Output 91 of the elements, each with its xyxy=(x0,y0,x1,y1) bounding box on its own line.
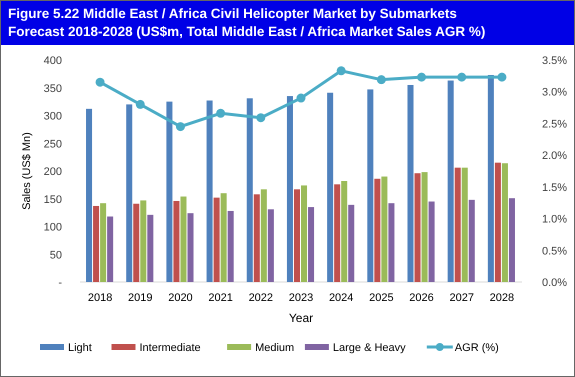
point xyxy=(96,78,105,87)
y-tick-label: 400 xyxy=(44,55,62,67)
bar xyxy=(494,162,501,282)
point xyxy=(296,94,306,103)
legend-label: Light xyxy=(68,342,92,354)
bar xyxy=(308,207,314,282)
y2-tick-label: 3.5% xyxy=(542,55,568,67)
x-tick-label: 2028 xyxy=(490,292,514,304)
y2-tick-label: 1.5% xyxy=(542,182,568,194)
bar xyxy=(462,168,468,282)
chart-title: Figure 5.22 Middle East / Africa Civil Helicopter Market by Submarkets Forecast 2018-2028 (US$m, Total Middle East / Africa Market Sales AGR %) xyxy=(8,6,486,39)
y2-tick-label: 0.0% xyxy=(542,277,568,289)
bar xyxy=(147,214,154,282)
bar xyxy=(374,178,380,282)
x-tick-label: 2023 xyxy=(288,292,314,304)
bar xyxy=(173,200,180,282)
bar xyxy=(254,194,260,282)
bar xyxy=(454,168,461,282)
x-tick-label: 2018 xyxy=(88,292,112,304)
y2-tick-label: 0.5% xyxy=(542,245,568,258)
bar xyxy=(140,200,146,282)
y-tick-label: 300 xyxy=(44,110,62,122)
x-tick-label: 2022 xyxy=(248,292,274,304)
legend-label: Intermediate xyxy=(140,342,201,354)
point xyxy=(136,100,145,109)
bar xyxy=(367,89,374,282)
bar xyxy=(488,74,494,282)
point xyxy=(336,66,346,76)
bar xyxy=(508,198,515,282)
bar xyxy=(388,203,394,282)
bar xyxy=(428,202,435,282)
bar xyxy=(286,96,293,282)
bar xyxy=(93,206,100,282)
y2-tick-label: 2.5% xyxy=(542,118,568,130)
legend-label: Large & Heavy xyxy=(332,342,406,354)
bar xyxy=(100,203,106,282)
point xyxy=(457,72,466,82)
bar xyxy=(327,92,334,282)
bar xyxy=(348,204,354,282)
point xyxy=(417,72,426,82)
bar xyxy=(422,172,428,282)
point xyxy=(216,108,226,118)
x-tick-label: 2025 xyxy=(369,292,394,304)
y-tick-label: - xyxy=(58,277,62,289)
bar xyxy=(206,100,213,282)
point xyxy=(176,122,185,132)
x-tick-label: 2020 xyxy=(168,292,193,304)
y-tick-label: 150 xyxy=(44,194,62,206)
bar xyxy=(502,163,508,282)
x-tick-label: 2027 xyxy=(449,292,474,304)
bar xyxy=(334,184,340,282)
bar xyxy=(166,102,172,282)
bar xyxy=(246,98,253,282)
y-tick-label: 50 xyxy=(50,249,62,262)
bar xyxy=(260,189,267,282)
y2-tick-label: 1.0% xyxy=(542,214,568,226)
bar xyxy=(341,180,348,282)
x-tick-label: 2021 xyxy=(208,292,233,304)
y-tick-label: 350 xyxy=(44,82,62,95)
y-tick-label: 250 xyxy=(44,138,62,150)
y2-tick-label: 2.0% xyxy=(542,150,568,162)
bar xyxy=(301,185,308,282)
bar xyxy=(468,200,475,282)
legend-label: AGR (%) xyxy=(454,342,499,354)
bar xyxy=(133,204,140,282)
bar xyxy=(180,196,186,282)
bar xyxy=(86,108,92,282)
bar xyxy=(107,216,114,282)
bar xyxy=(407,84,414,282)
y-tick-label: 200 xyxy=(44,166,62,178)
x-axis-title: Year xyxy=(288,311,314,325)
x-tick-label: 2024 xyxy=(328,292,354,304)
y-axis-title: Sales (US$ Mn) xyxy=(21,132,33,210)
legend-label: Medium xyxy=(255,342,294,354)
x-tick-label: 2026 xyxy=(409,292,434,304)
bar xyxy=(228,210,234,282)
y2-tick-label: 3.0% xyxy=(542,86,568,99)
bar xyxy=(381,176,388,282)
x-tick-label: 2019 xyxy=(128,292,153,304)
bar xyxy=(214,198,220,282)
point xyxy=(256,113,266,122)
point xyxy=(376,75,386,84)
bar xyxy=(220,193,227,282)
bar xyxy=(126,104,132,282)
y-tick-label: 100 xyxy=(44,222,62,234)
bar xyxy=(294,189,300,282)
bar xyxy=(187,213,194,282)
bar xyxy=(268,209,274,282)
bar xyxy=(414,173,421,282)
point xyxy=(497,72,506,82)
bar xyxy=(448,80,454,282)
